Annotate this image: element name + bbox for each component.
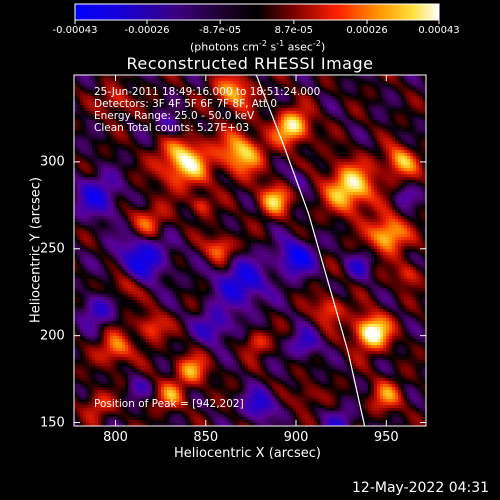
annotation-time: 25-Jun-2011 18:49:16.000 to 18:51:24.000 (94, 86, 321, 98)
x-tick-label: 950 (373, 430, 399, 445)
plot-frame (73, 74, 427, 427)
x-tick-label: 900 (283, 430, 309, 445)
annotation-peak: Position of Peak = [942,202] (94, 398, 244, 410)
x-axis-label: Heliocentric X (arcsec) (174, 446, 321, 461)
colorbar (74, 3, 440, 21)
x-tick-label: 850 (193, 430, 219, 445)
colorbar-tick-label: 0.00026 (346, 25, 388, 36)
heatmap-cells (74, 75, 426, 426)
colorbar-tick-label: 8.7e-05 (274, 25, 314, 36)
colorbar-tick-label: -8.7e-05 (199, 25, 242, 36)
annotation-energy: Energy Range: 25.0 - 50.0 keV (94, 110, 255, 122)
y-tick-label: 200 (40, 328, 65, 344)
chart-title: Reconstructed RHESSI Image (126, 54, 374, 73)
colorbar-tick-label: -0.00026 (124, 25, 170, 36)
colorbar-tick-label: 0.00043 (418, 25, 460, 36)
y-tick-label: 300 (40, 154, 65, 170)
x-tick-label: 800 (103, 430, 128, 445)
y-axis-label: Heliocentric Y (arcsec) (28, 177, 44, 323)
solar-limb-arc (255, 75, 366, 426)
y-tick-label: 150 (40, 415, 65, 431)
axis-ticks (74, 75, 426, 426)
colorbar-ticks (74, 20, 440, 24)
annotation-clean: Clean Total counts: 5.27E+03 (94, 122, 250, 134)
y-tick-label: 250 (40, 241, 65, 257)
colorbar-tick-label: -0.00043 (52, 25, 98, 36)
footer-timestamp: 12-May-2022 04:31 (352, 480, 490, 496)
annotation-detectors: Detectors: 3F 4F 5F 6F 7F 8F, Att 0 (94, 98, 278, 110)
colorbar-units: (photons cm-2 s-1 asec-2) (190, 39, 326, 54)
